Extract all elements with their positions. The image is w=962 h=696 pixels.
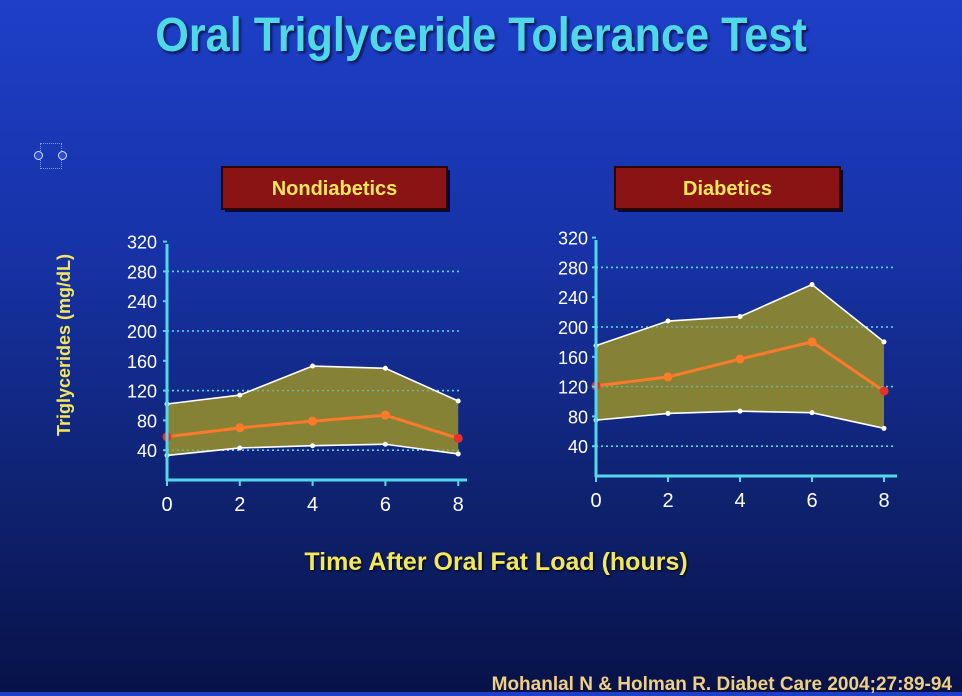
- x-axis-label: Time After Oral Fat Load (hours): [304, 548, 688, 576]
- chart-panel-nondiabetics: Nondiabetics 40 80 120 160 200 240 280 320 0 2 4 6 8: [127, 166, 467, 516]
- panel-label-box: [221, 166, 448, 210]
- upper-bound-point: [310, 363, 316, 369]
- y-tick-label: 40: [568, 437, 588, 457]
- upper-bound-point: [737, 314, 743, 320]
- upper-bound-point: [237, 392, 243, 398]
- mean-point: [308, 416, 318, 426]
- resize-handle-right[interactable]: [58, 151, 67, 160]
- panel-title: Nondiabetics: [272, 178, 398, 200]
- upper-bound-point: [809, 282, 815, 288]
- lower-bound-point: [382, 441, 388, 447]
- selection-handles[interactable]: [30, 143, 70, 169]
- mean-point: [879, 386, 889, 396]
- y-tick-label: 320: [558, 229, 588, 249]
- lower-bound-point: [737, 408, 743, 414]
- x-tick-label: 0: [161, 494, 172, 516]
- mean-point: [735, 354, 745, 364]
- mean-point: [663, 372, 673, 382]
- y-tick-label: 200: [127, 322, 157, 342]
- lower-bound-point: [665, 410, 671, 416]
- y-tick-label: 160: [127, 352, 157, 372]
- resize-handle-left[interactable]: [34, 151, 43, 160]
- y-tick-label: 280: [127, 262, 157, 282]
- mean-point: [380, 410, 390, 420]
- y-tick-label: 80: [568, 407, 588, 427]
- x-tick-label: 2: [234, 494, 245, 516]
- panel-title: Diabetics: [683, 178, 772, 200]
- x-tick-label: 6: [380, 494, 391, 516]
- mean-point: [453, 433, 463, 443]
- citation: Mohanlal N & Holman R. Diabet Care 2004;…: [491, 674, 952, 695]
- y-axis-label: Triglycerides (mg/dL): [54, 254, 74, 436]
- range-band: [167, 366, 459, 456]
- lower-bound-point: [881, 425, 887, 431]
- x-tick-label: 8: [878, 490, 889, 512]
- panel-label-box: [614, 166, 841, 210]
- y-tick-label: 40: [137, 441, 157, 461]
- lower-bound-point: [455, 451, 461, 457]
- upper-bound-point: [881, 339, 887, 345]
- y-tick-label: 320: [127, 233, 157, 253]
- y-tick-label: 280: [558, 258, 588, 278]
- y-tick-label: 200: [558, 318, 588, 338]
- chart-panel-diabetics: Diabetics 40 80 120 160 200 240 280 320 0 2 4 6 8: [558, 166, 897, 512]
- y-tick-label: 240: [558, 288, 588, 308]
- y-tick-label: 120: [127, 382, 157, 402]
- x-tick-label: 0: [590, 490, 601, 512]
- mean-point: [807, 337, 817, 347]
- upper-bound-point: [382, 365, 388, 371]
- slide-title: Oral Triglyceride Tolerance Test: [155, 9, 807, 62]
- x-tick-label: 2: [662, 490, 673, 512]
- upper-bound-point: [455, 398, 461, 404]
- x-tick-label: 4: [307, 494, 318, 516]
- y-tick-label: 120: [558, 378, 588, 398]
- lower-bound-point: [237, 445, 243, 451]
- upper-bound-point: [665, 318, 671, 324]
- mean-point: [235, 423, 245, 433]
- x-tick-label: 6: [806, 490, 817, 512]
- x-tick-label: 4: [734, 490, 745, 512]
- y-tick-label: 80: [137, 411, 157, 431]
- y-tick-label: 240: [127, 292, 157, 312]
- lower-bound-point: [809, 410, 815, 416]
- lower-bound-point: [310, 443, 316, 449]
- x-tick-label: 8: [453, 494, 464, 516]
- y-tick-label: 160: [558, 348, 588, 368]
